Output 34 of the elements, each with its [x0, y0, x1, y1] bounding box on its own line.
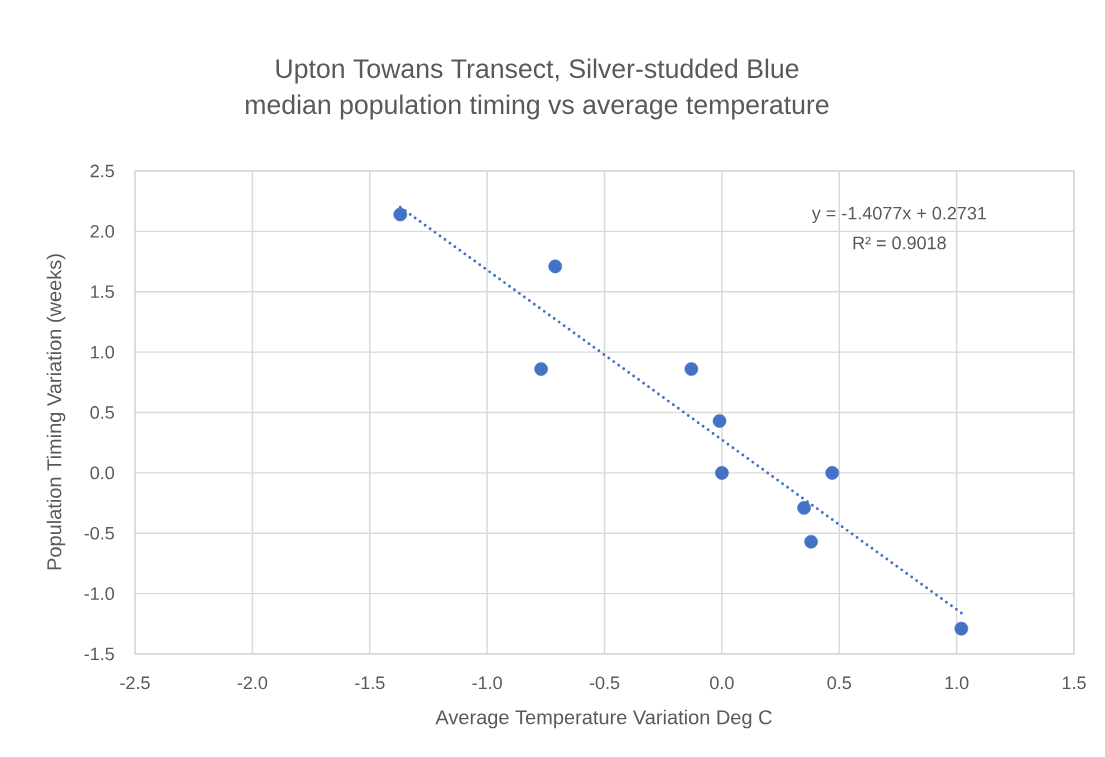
y-axis-title: Population Timing Variation (weeks) — [46, 254, 66, 570]
point — [548, 259, 563, 274]
y-tick-label: 1.0 — [91, 345, 115, 359]
y-tick-label: 1.5 — [91, 285, 114, 299]
x-tick-label: -1.5 — [355, 676, 385, 690]
y-tick-label: 2.5 — [90, 164, 114, 178]
chart-title: Upton Towans Transect, Silver-studded Blue — [276, 58, 799, 84]
point — [534, 362, 548, 376]
annotation: R² = 0.9018 — [853, 236, 946, 250]
y-tick-label: -1.0 — [84, 587, 115, 600]
x-tick-label: 0.5 — [827, 676, 852, 690]
point — [954, 621, 969, 636]
x-tick-label: 0.0 — [710, 676, 734, 690]
x-tick-label: 1.5 — [1062, 676, 1086, 690]
point — [715, 466, 729, 480]
chart-subtitle: median population timing vs average temperature — [246, 94, 829, 120]
y-tick-label: 2.0 — [90, 225, 115, 238]
point — [797, 501, 811, 515]
point — [804, 534, 818, 549]
y-tick-label: -0.5 — [84, 526, 114, 540]
y-tick-label: -1.5 — [84, 647, 114, 661]
x-tick-label: -2.0 — [237, 676, 268, 690]
point — [825, 466, 840, 480]
x-axis-title: Average Temperature Variation Deg C — [435, 709, 772, 729]
y-tick-label: 0.0 — [90, 466, 115, 480]
point — [684, 362, 699, 376]
x-tick-label: 1.0 — [945, 676, 969, 690]
point — [393, 207, 408, 222]
y-tick-label: 0.5 — [90, 406, 114, 419]
x-tick-label: -2.5 — [120, 676, 150, 690]
x-tick-label: -0.5 — [589, 676, 620, 690]
point — [712, 414, 727, 428]
x-tick-label: -1.0 — [472, 676, 502, 690]
annotation: y = -1.4077x + 0.2731 — [811, 206, 987, 224]
